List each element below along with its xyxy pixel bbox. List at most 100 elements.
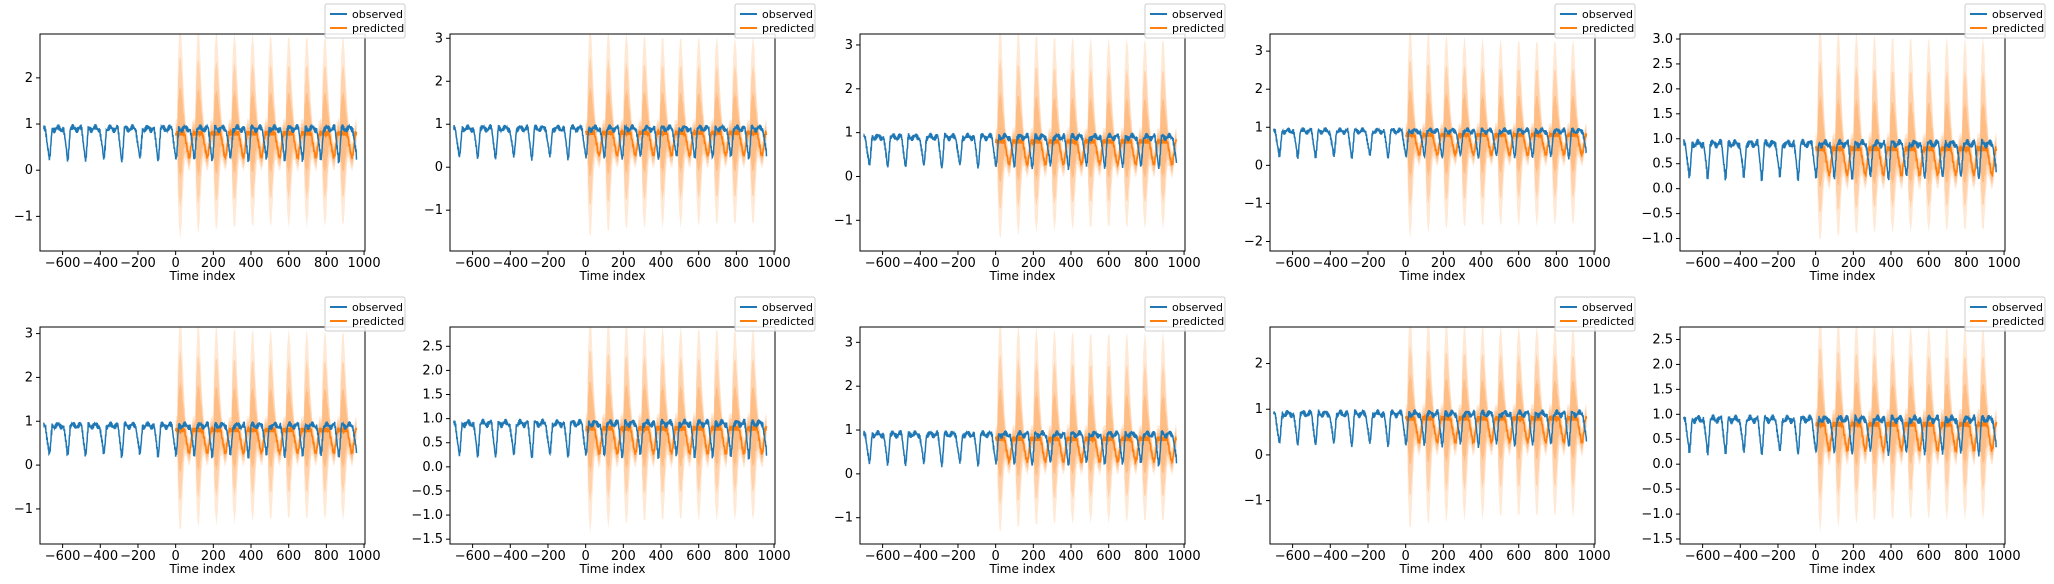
x-tick-label: 600 (686, 549, 711, 564)
x-tick-label: 200 (611, 549, 636, 564)
y-tick-label: 2.5 (1652, 332, 1673, 347)
legend-label-observed: observed (762, 301, 813, 314)
y-tick-label: −2 (1244, 234, 1263, 249)
plot-area (863, 327, 1178, 533)
y-tick-label: 1 (1255, 120, 1263, 135)
legend-label-observed: observed (352, 8, 403, 21)
x-tick-label: 800 (1954, 256, 1979, 271)
uncertainty-band-1 (1405, 327, 1587, 528)
legend-label-observed: observed (1992, 301, 2043, 314)
y-tick-label: −1.5 (1641, 532, 1673, 547)
x-tick-label: 800 (1544, 549, 1569, 564)
y-tick-label: 0 (25, 458, 33, 473)
y-tick-label: 0.0 (1652, 457, 1673, 472)
predicted-series-line (994, 434, 1178, 466)
x-tick-label: 600 (1506, 256, 1531, 271)
y-tick-label: −1.0 (411, 508, 443, 523)
predicted-series-line (174, 128, 358, 161)
x-tick-label: −400 (82, 256, 118, 271)
y-tick-label: 1 (845, 126, 853, 141)
uncertainty-band-1 (1815, 327, 1997, 533)
subplot-2: −600 −400 −200 0 200 400 600 800 1000 −1 0 1 2 3 Time … (424, 3, 816, 283)
x-tick-label: −600 (1685, 256, 1721, 271)
x-tick-label: 200 (201, 549, 226, 564)
uncertainty-band-2 (995, 59, 1177, 209)
legend-label-predicted: predicted (762, 22, 814, 35)
y-tick-label: 3 (435, 31, 443, 46)
legend-label-predicted: predicted (1582, 315, 1634, 328)
y-tick-label: 2.0 (1652, 357, 1673, 372)
x-tick-label: −200 (1760, 256, 1796, 271)
x-tick-label: −400 (492, 256, 528, 271)
legend-label-observed: observed (352, 301, 403, 314)
x-axis-label: Time index (1398, 269, 1465, 283)
y-tick-label: 1 (1255, 402, 1263, 417)
legend-label-observed: observed (1172, 301, 1223, 314)
x-tick-label: 400 (649, 256, 674, 271)
uncertainty-band-1 (1815, 34, 1997, 240)
predicted-series-line (585, 423, 768, 455)
observed-series-line (1683, 413, 1998, 457)
y-tick-label: 0 (845, 169, 853, 184)
observed-series-line (1273, 126, 1587, 160)
y-tick-label: −0.5 (1641, 207, 1673, 222)
observed-series-line (43, 420, 358, 459)
x-tick-label: 0 (172, 256, 180, 271)
x-tick-label: 800 (1134, 256, 1159, 271)
x-tick-label: 200 (1021, 549, 1046, 564)
axes-frame (39, 326, 366, 545)
x-axis-label: Time index (1398, 562, 1465, 576)
y-tick-label: −1 (1244, 196, 1263, 211)
y-tick-label: 2.0 (1652, 82, 1673, 97)
axes-frame (1679, 326, 2006, 545)
x-tick-label: 400 (1469, 549, 1494, 564)
legend-label-predicted: predicted (1172, 22, 1224, 35)
y-tick-label: 0.0 (1652, 182, 1673, 197)
x-axis-label: Time index (1808, 269, 1875, 283)
x-tick-label: 0 (1812, 549, 1820, 564)
x-tick-label: 600 (1916, 256, 1941, 271)
x-tick-label: −600 (865, 256, 901, 271)
x-tick-label: 400 (649, 549, 674, 564)
y-tick-label: 1.5 (422, 388, 443, 403)
x-tick-label: −400 (1722, 549, 1758, 564)
y-tick-label: 2 (845, 379, 853, 394)
x-tick-label: −400 (1312, 256, 1348, 271)
y-tick-label: −1.5 (411, 532, 443, 547)
x-tick-label: 800 (1544, 256, 1569, 271)
y-tick-label: 1.5 (1652, 382, 1673, 397)
x-tick-label: 1000 (1988, 256, 2021, 271)
observed-series-line (43, 123, 358, 164)
y-tick-label: −1 (834, 511, 853, 526)
legend-box (1144, 3, 1226, 39)
x-tick-label: −200 (120, 256, 156, 271)
x-tick-label: −200 (940, 256, 976, 271)
x-axis-label: Time index (578, 269, 645, 283)
predicted-series-line (1815, 419, 1998, 454)
legend-box (734, 3, 816, 39)
y-tick-label: 2.0 (422, 363, 443, 378)
legend-box (734, 296, 816, 332)
observed-series-line (1273, 408, 1588, 449)
x-tick-label: 1000 (758, 549, 791, 564)
y-tick-label: 3 (25, 327, 33, 342)
plot-area (43, 34, 358, 240)
y-tick-label: 0.5 (1652, 157, 1673, 172)
plot-area (1273, 327, 1588, 528)
legend-label-predicted: predicted (1992, 315, 2044, 328)
y-tick-label: 1.0 (1652, 407, 1673, 422)
x-tick-label: −600 (865, 549, 901, 564)
observed-series-line (863, 131, 1178, 170)
axes-frame (859, 326, 1186, 545)
y-tick-label: 2.5 (422, 339, 443, 354)
x-tick-label: 800 (724, 549, 749, 564)
x-tick-label: 600 (686, 256, 711, 271)
legend-label-predicted: predicted (762, 315, 814, 328)
axes-frame (1269, 326, 1596, 545)
